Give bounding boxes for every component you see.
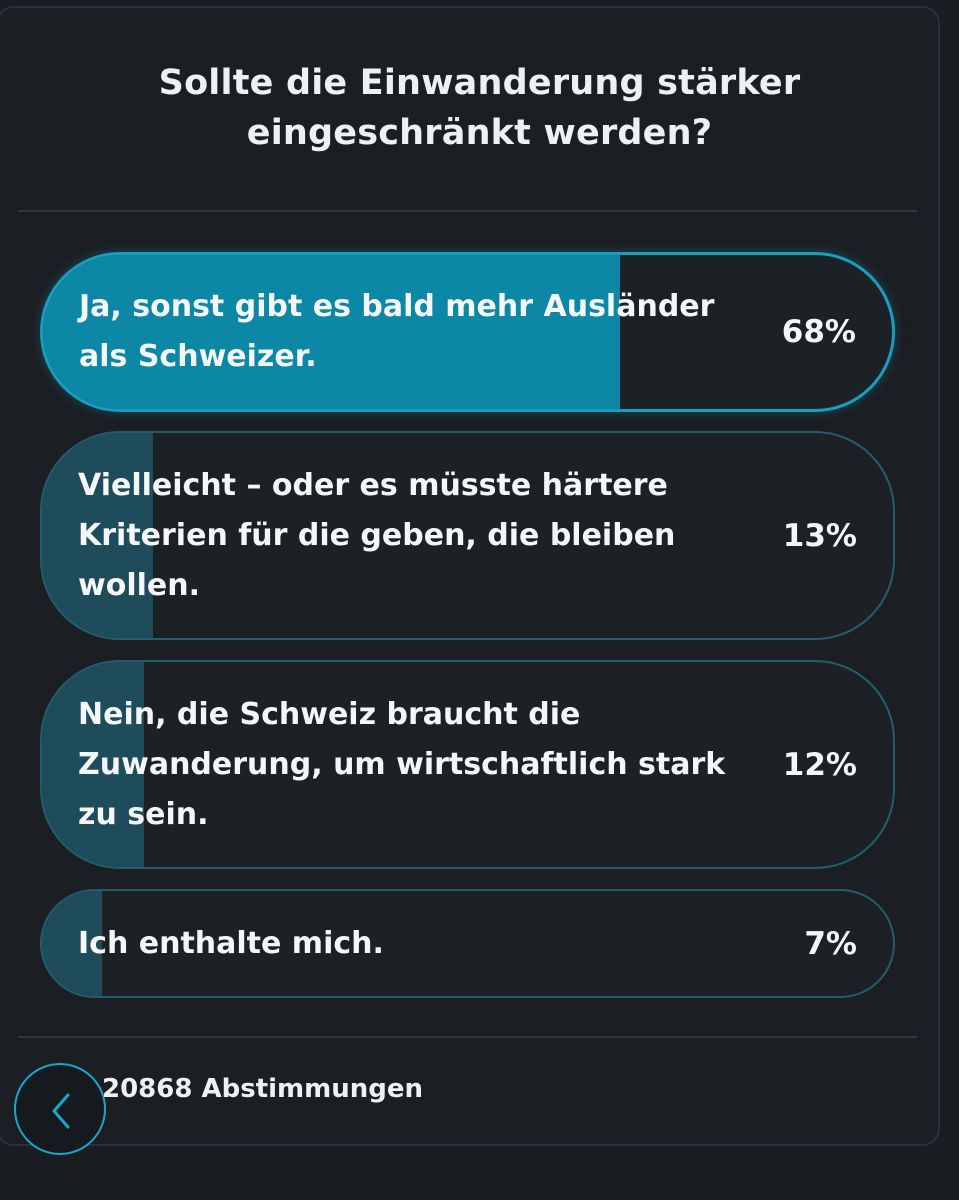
chevron-left-icon (52, 1093, 70, 1129)
poll-option-result-bar (42, 433, 153, 638)
poll-option-maybe[interactable]: Vielleicht – oder es müsste härtere Krit… (40, 431, 895, 640)
poll-question: Sollte die Einwanderung stärker eingesch… (0, 58, 959, 158)
poll-option-percent: 7% (804, 925, 857, 962)
poll-option-label: Ich enthalte mich. (78, 925, 384, 961)
divider-top (18, 210, 917, 212)
poll-option-result-bar (42, 662, 145, 867)
vote-count: 20868 Abstimmungen (102, 1074, 424, 1104)
poll-option-result-bar (42, 891, 102, 996)
back-button[interactable] (14, 1063, 106, 1155)
poll-option-label: Ja, sonst gibt es bald mehr Ausländer al… (79, 289, 715, 374)
poll-option-abstain[interactable]: Ich enthalte mich. 7% (40, 889, 895, 998)
poll-option-percent: 13% (782, 517, 857, 554)
poll-question-line-2: eingeschränkt werden? (246, 113, 713, 153)
poll-option-no[interactable]: Nein, die Schweiz braucht die Zuwanderun… (40, 660, 895, 869)
poll-question-line-1: Sollte die Einwanderung stärker (158, 63, 801, 103)
poll-option-label: Nein, die Schweiz braucht die Zuwanderun… (78, 696, 726, 832)
poll-option-percent: 68% (781, 314, 856, 350)
poll-option-result-bar (43, 255, 621, 409)
divider-bottom (18, 1036, 917, 1038)
poll-option-label: Vielleicht – oder es müsste härtere Krit… (78, 467, 676, 603)
poll-option-yes[interactable]: Ja, sonst gibt es bald mehr Ausländer al… (40, 252, 895, 412)
poll-option-percent: 12% (782, 746, 857, 783)
